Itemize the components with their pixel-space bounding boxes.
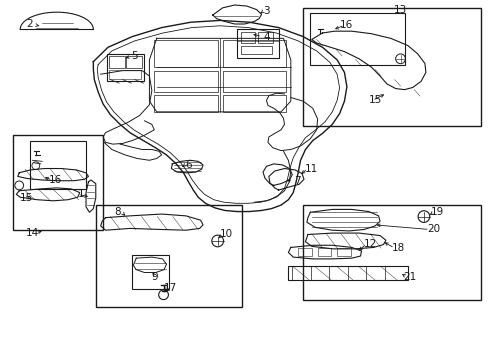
Bar bbox=[237, 30, 278, 58]
Text: 19: 19 bbox=[429, 207, 443, 217]
Bar bbox=[109, 56, 124, 68]
Bar bbox=[258, 32, 272, 43]
Bar bbox=[310, 13, 405, 65]
Text: 3: 3 bbox=[263, 6, 269, 17]
Text: 9: 9 bbox=[151, 272, 157, 282]
Bar bbox=[154, 71, 217, 92]
Text: 18: 18 bbox=[391, 243, 404, 253]
Text: 16: 16 bbox=[49, 175, 62, 185]
Bar bbox=[240, 45, 272, 54]
Text: 12: 12 bbox=[363, 239, 376, 249]
Bar bbox=[107, 54, 143, 81]
Bar bbox=[298, 248, 311, 256]
Bar bbox=[132, 255, 168, 289]
Bar bbox=[317, 248, 330, 256]
Text: 2: 2 bbox=[26, 19, 33, 29]
Text: 13: 13 bbox=[393, 5, 407, 15]
Bar bbox=[96, 205, 242, 307]
Bar bbox=[222, 71, 285, 92]
Text: 5: 5 bbox=[131, 51, 138, 61]
Bar bbox=[154, 40, 217, 67]
Text: 7: 7 bbox=[293, 176, 300, 186]
Text: 4: 4 bbox=[263, 32, 269, 41]
Text: 17: 17 bbox=[163, 283, 177, 293]
Text: 1: 1 bbox=[78, 189, 84, 199]
Bar bbox=[336, 248, 350, 256]
Text: 15: 15 bbox=[20, 193, 33, 203]
Bar bbox=[303, 8, 480, 126]
Text: 16: 16 bbox=[340, 20, 353, 30]
Bar bbox=[303, 205, 480, 300]
Bar bbox=[288, 266, 407, 280]
Text: 6: 6 bbox=[185, 160, 191, 170]
Text: 10: 10 bbox=[219, 229, 232, 239]
Text: 8: 8 bbox=[114, 207, 121, 217]
Bar bbox=[222, 95, 285, 112]
Text: 20: 20 bbox=[426, 225, 439, 234]
Bar bbox=[109, 69, 141, 78]
Text: 11: 11 bbox=[305, 163, 318, 174]
Bar bbox=[30, 140, 86, 189]
Text: 14: 14 bbox=[26, 228, 39, 238]
Bar bbox=[154, 95, 217, 112]
Bar bbox=[240, 32, 255, 43]
Bar bbox=[126, 56, 142, 68]
Bar bbox=[222, 40, 285, 67]
Bar bbox=[13, 135, 103, 230]
Text: 15: 15 bbox=[368, 95, 381, 105]
Text: 21: 21 bbox=[403, 272, 416, 282]
